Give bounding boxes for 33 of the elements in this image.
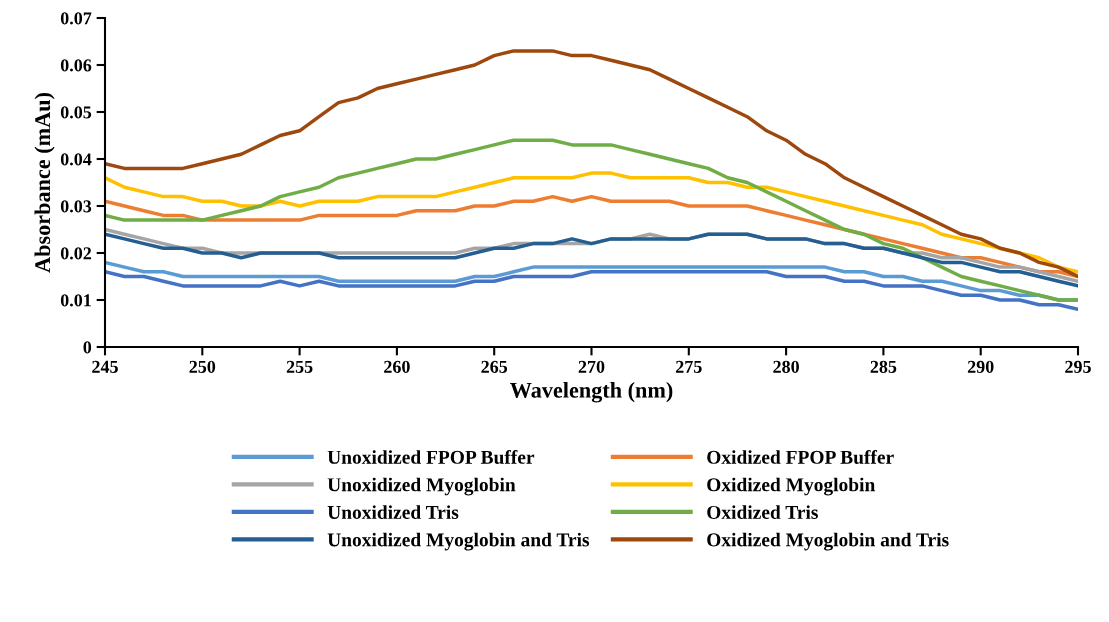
x-tick-label: 285: [870, 360, 897, 373]
x-tick-label: 295: [1065, 360, 1091, 373]
y-tick-label: 0.06: [60, 59, 92, 72]
y-tick-label: 0.02: [60, 247, 92, 260]
y-tick-label: 0.03: [60, 200, 92, 213]
line-series: [105, 171, 1078, 274]
legend-label: Oxidized FPOP Buffer: [707, 449, 894, 464]
legend-label: Unoxidized Myoglobin: [327, 477, 516, 496]
x-tick-label: 245: [92, 360, 118, 373]
line-series: [105, 49, 1078, 279]
line-series: [105, 138, 1078, 302]
x-tick-label: 280: [773, 360, 799, 373]
legend-label: Unoxidized Tris: [327, 505, 459, 519]
y-tick-label: 0.01: [60, 294, 91, 307]
y-tick-label: 0: [83, 341, 92, 354]
legend-label: Oxidized Tris: [707, 505, 818, 519]
x-tick-label: 265: [481, 360, 508, 373]
x-tick-label: 250: [189, 360, 216, 373]
legend-label: Oxidized Myoglobin and Tris: [707, 532, 949, 551]
legend-label: Unoxidized Myoglobin and Tris: [327, 532, 590, 551]
y-tick-label: 0.07: [60, 12, 92, 25]
y-tick-label: 0.05: [60, 106, 92, 119]
x-tick-label: 290: [967, 360, 994, 373]
line-series: [105, 270, 1078, 312]
legend-label: Oxidized Myoglobin: [707, 477, 876, 496]
x-tick-label: 260: [384, 360, 410, 373]
x-tick-label: 270: [578, 360, 605, 373]
x-axis-title: Wavelength (nm): [510, 382, 673, 403]
x-tick-label: 275: [676, 360, 702, 373]
x-tick-label: 255: [286, 360, 313, 373]
y-tick-label: 0.04: [60, 153, 92, 166]
legend-label: Unoxidized FPOP Buffer: [327, 449, 535, 464]
y-axis-title: Absorbance (mAu): [34, 93, 55, 273]
